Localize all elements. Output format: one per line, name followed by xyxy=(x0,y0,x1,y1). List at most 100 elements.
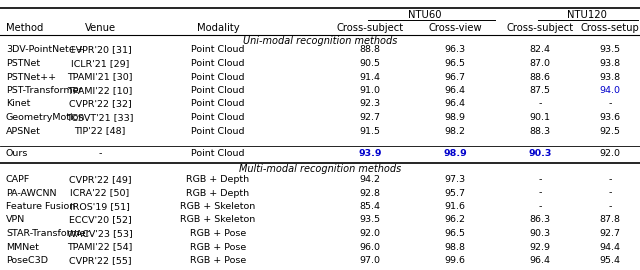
Text: TCSVT'21 [33]: TCSVT'21 [33] xyxy=(67,113,134,122)
Text: 96.7: 96.7 xyxy=(445,73,465,82)
Text: NTU120: NTU120 xyxy=(567,10,607,20)
Text: RGB + Pose: RGB + Pose xyxy=(190,242,246,251)
Text: 87.0: 87.0 xyxy=(529,59,550,68)
Text: -: - xyxy=(99,149,102,158)
Text: PoseC3D: PoseC3D xyxy=(6,256,48,265)
Text: 92.7: 92.7 xyxy=(360,113,381,122)
Text: Point Cloud: Point Cloud xyxy=(191,149,244,158)
Text: RGB + Skeleton: RGB + Skeleton xyxy=(180,215,255,224)
Text: 87.8: 87.8 xyxy=(600,215,621,224)
Text: MMNet: MMNet xyxy=(6,242,39,251)
Text: PSTNet++: PSTNet++ xyxy=(6,73,56,82)
Text: 95.4: 95.4 xyxy=(600,256,621,265)
Text: 98.9: 98.9 xyxy=(443,149,467,158)
Text: 90.5: 90.5 xyxy=(360,59,381,68)
Text: 92.7: 92.7 xyxy=(600,229,621,238)
Text: Venue: Venue xyxy=(84,23,116,33)
Text: CVPR'20 [31]: CVPR'20 [31] xyxy=(68,46,131,55)
Text: RGB + Pose: RGB + Pose xyxy=(190,229,246,238)
Text: 91.6: 91.6 xyxy=(445,202,465,211)
Text: CVPR'22 [55]: CVPR'22 [55] xyxy=(68,256,131,265)
Text: 93.9: 93.9 xyxy=(358,149,381,158)
Text: 92.0: 92.0 xyxy=(600,149,621,158)
Text: 97.0: 97.0 xyxy=(360,256,381,265)
Text: 88.3: 88.3 xyxy=(529,127,550,136)
Text: 86.3: 86.3 xyxy=(529,215,550,224)
Text: Point Cloud: Point Cloud xyxy=(191,46,244,55)
Text: 94.0: 94.0 xyxy=(600,86,621,95)
Text: 91.4: 91.4 xyxy=(360,73,381,82)
Text: Multi-modal recognition methods: Multi-modal recognition methods xyxy=(239,164,401,174)
Text: 96.4: 96.4 xyxy=(445,86,465,95)
Text: 92.3: 92.3 xyxy=(360,100,381,109)
Text: TPAMI'21 [30]: TPAMI'21 [30] xyxy=(67,73,132,82)
Text: 98.2: 98.2 xyxy=(445,127,465,136)
Text: PA-AWCNN: PA-AWCNN xyxy=(6,188,56,197)
Text: 99.6: 99.6 xyxy=(445,256,465,265)
Text: Method: Method xyxy=(6,23,44,33)
Text: CVPR'22 [32]: CVPR'22 [32] xyxy=(68,100,131,109)
Text: TPAMI'22 [10]: TPAMI'22 [10] xyxy=(67,86,132,95)
Text: 97.3: 97.3 xyxy=(444,175,465,184)
Text: 96.2: 96.2 xyxy=(445,215,465,224)
Text: PST-Transformer: PST-Transformer xyxy=(6,86,83,95)
Text: Modality: Modality xyxy=(196,23,239,33)
Text: 96.5: 96.5 xyxy=(445,229,465,238)
Text: -: - xyxy=(538,175,541,184)
Text: -: - xyxy=(538,100,541,109)
Text: CAPF: CAPF xyxy=(6,175,30,184)
Text: 98.9: 98.9 xyxy=(445,113,465,122)
Text: 93.8: 93.8 xyxy=(600,73,621,82)
Text: 88.6: 88.6 xyxy=(529,73,550,82)
Text: 92.9: 92.9 xyxy=(529,242,550,251)
Text: NTU60: NTU60 xyxy=(408,10,441,20)
Text: 93.5: 93.5 xyxy=(600,46,621,55)
Text: ICLR'21 [29]: ICLR'21 [29] xyxy=(71,59,129,68)
Text: 92.5: 92.5 xyxy=(600,127,621,136)
Text: 93.8: 93.8 xyxy=(600,59,621,68)
Text: Cross-setup: Cross-setup xyxy=(580,23,639,33)
Text: Point Cloud: Point Cloud xyxy=(191,127,244,136)
Text: CVPR'22 [49]: CVPR'22 [49] xyxy=(68,175,131,184)
Text: ICRA'22 [50]: ICRA'22 [50] xyxy=(70,188,130,197)
Text: RGB + Skeleton: RGB + Skeleton xyxy=(180,202,255,211)
Text: 93.5: 93.5 xyxy=(360,215,381,224)
Text: -: - xyxy=(538,202,541,211)
Text: RGB + Pose: RGB + Pose xyxy=(190,256,246,265)
Text: 90.3: 90.3 xyxy=(529,229,550,238)
Text: 3DV-PointNet++: 3DV-PointNet++ xyxy=(6,46,84,55)
Text: 91.0: 91.0 xyxy=(360,86,381,95)
Text: Kinet: Kinet xyxy=(6,100,30,109)
Text: 82.4: 82.4 xyxy=(529,46,550,55)
Text: 88.8: 88.8 xyxy=(360,46,381,55)
Text: Cross-subject: Cross-subject xyxy=(506,23,573,33)
Text: WACV'23 [53]: WACV'23 [53] xyxy=(67,229,133,238)
Text: 96.5: 96.5 xyxy=(445,59,465,68)
Text: Point Cloud: Point Cloud xyxy=(191,100,244,109)
Text: 95.7: 95.7 xyxy=(445,188,465,197)
Text: Uni-modal recognition methods: Uni-modal recognition methods xyxy=(243,36,397,46)
Text: Feature Fusion: Feature Fusion xyxy=(6,202,76,211)
Text: Point Cloud: Point Cloud xyxy=(191,86,244,95)
Text: -: - xyxy=(608,175,612,184)
Text: 94.2: 94.2 xyxy=(360,175,381,184)
Text: 96.4: 96.4 xyxy=(445,100,465,109)
Text: IROS'19 [51]: IROS'19 [51] xyxy=(70,202,130,211)
Text: -: - xyxy=(608,202,612,211)
Text: Ours: Ours xyxy=(6,149,28,158)
Text: Point Cloud: Point Cloud xyxy=(191,73,244,82)
Text: TIP'22 [48]: TIP'22 [48] xyxy=(74,127,125,136)
Text: APSNet: APSNet xyxy=(6,127,41,136)
Text: GeometryMotion: GeometryMotion xyxy=(6,113,85,122)
Text: 96.3: 96.3 xyxy=(444,46,465,55)
Text: 90.3: 90.3 xyxy=(528,149,552,158)
Text: PSTNet: PSTNet xyxy=(6,59,40,68)
Text: TPAMI'22 [54]: TPAMI'22 [54] xyxy=(67,242,132,251)
Text: RGB + Depth: RGB + Depth xyxy=(186,188,250,197)
Text: 92.8: 92.8 xyxy=(360,188,381,197)
Text: -: - xyxy=(608,100,612,109)
Text: 96.4: 96.4 xyxy=(529,256,550,265)
Text: 93.6: 93.6 xyxy=(600,113,621,122)
Text: Cross-subject: Cross-subject xyxy=(337,23,404,33)
Text: Point Cloud: Point Cloud xyxy=(191,59,244,68)
